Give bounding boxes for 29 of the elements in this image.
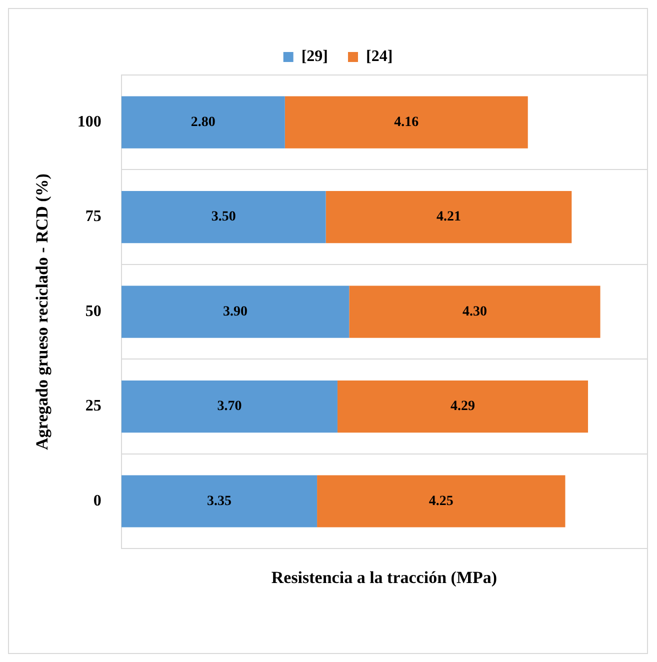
data-label: 2.80 [190, 114, 216, 130]
bar [121, 475, 318, 528]
data-label: 3.70 [217, 399, 242, 414]
y-tick-label: 0 [93, 492, 102, 510]
x-axis-title: Resistencia a la tracción (MPa) [271, 568, 498, 588]
bar [284, 96, 528, 148]
bar [326, 191, 572, 244]
bar [121, 96, 285, 148]
data-label: 4.25 [428, 494, 454, 509]
y-axis-title: Agregado grueso reciclado - RCD (%) [32, 174, 52, 450]
y-tick-label: 75 [85, 208, 102, 226]
y-tick-label: 50 [85, 302, 102, 320]
y-tick-label: 100 [77, 114, 102, 130]
bar [121, 286, 350, 338]
bar [121, 191, 326, 244]
bar [317, 475, 566, 528]
legend-label: [24] [366, 48, 393, 66]
data-label: 4.30 [462, 304, 487, 320]
data-label: 3.90 [223, 304, 248, 320]
bar [337, 380, 588, 433]
bar [349, 286, 600, 338]
data-label: 4.16 [394, 114, 419, 130]
bar [121, 380, 338, 433]
data-label: 3.35 [206, 494, 232, 509]
data-label: 4.21 [436, 210, 461, 225]
data-label: 3.50 [211, 210, 236, 225]
data-label: 4.29 [450, 399, 475, 414]
y-tick-label: 25 [85, 398, 102, 415]
legend-label: [29] [301, 48, 328, 66]
